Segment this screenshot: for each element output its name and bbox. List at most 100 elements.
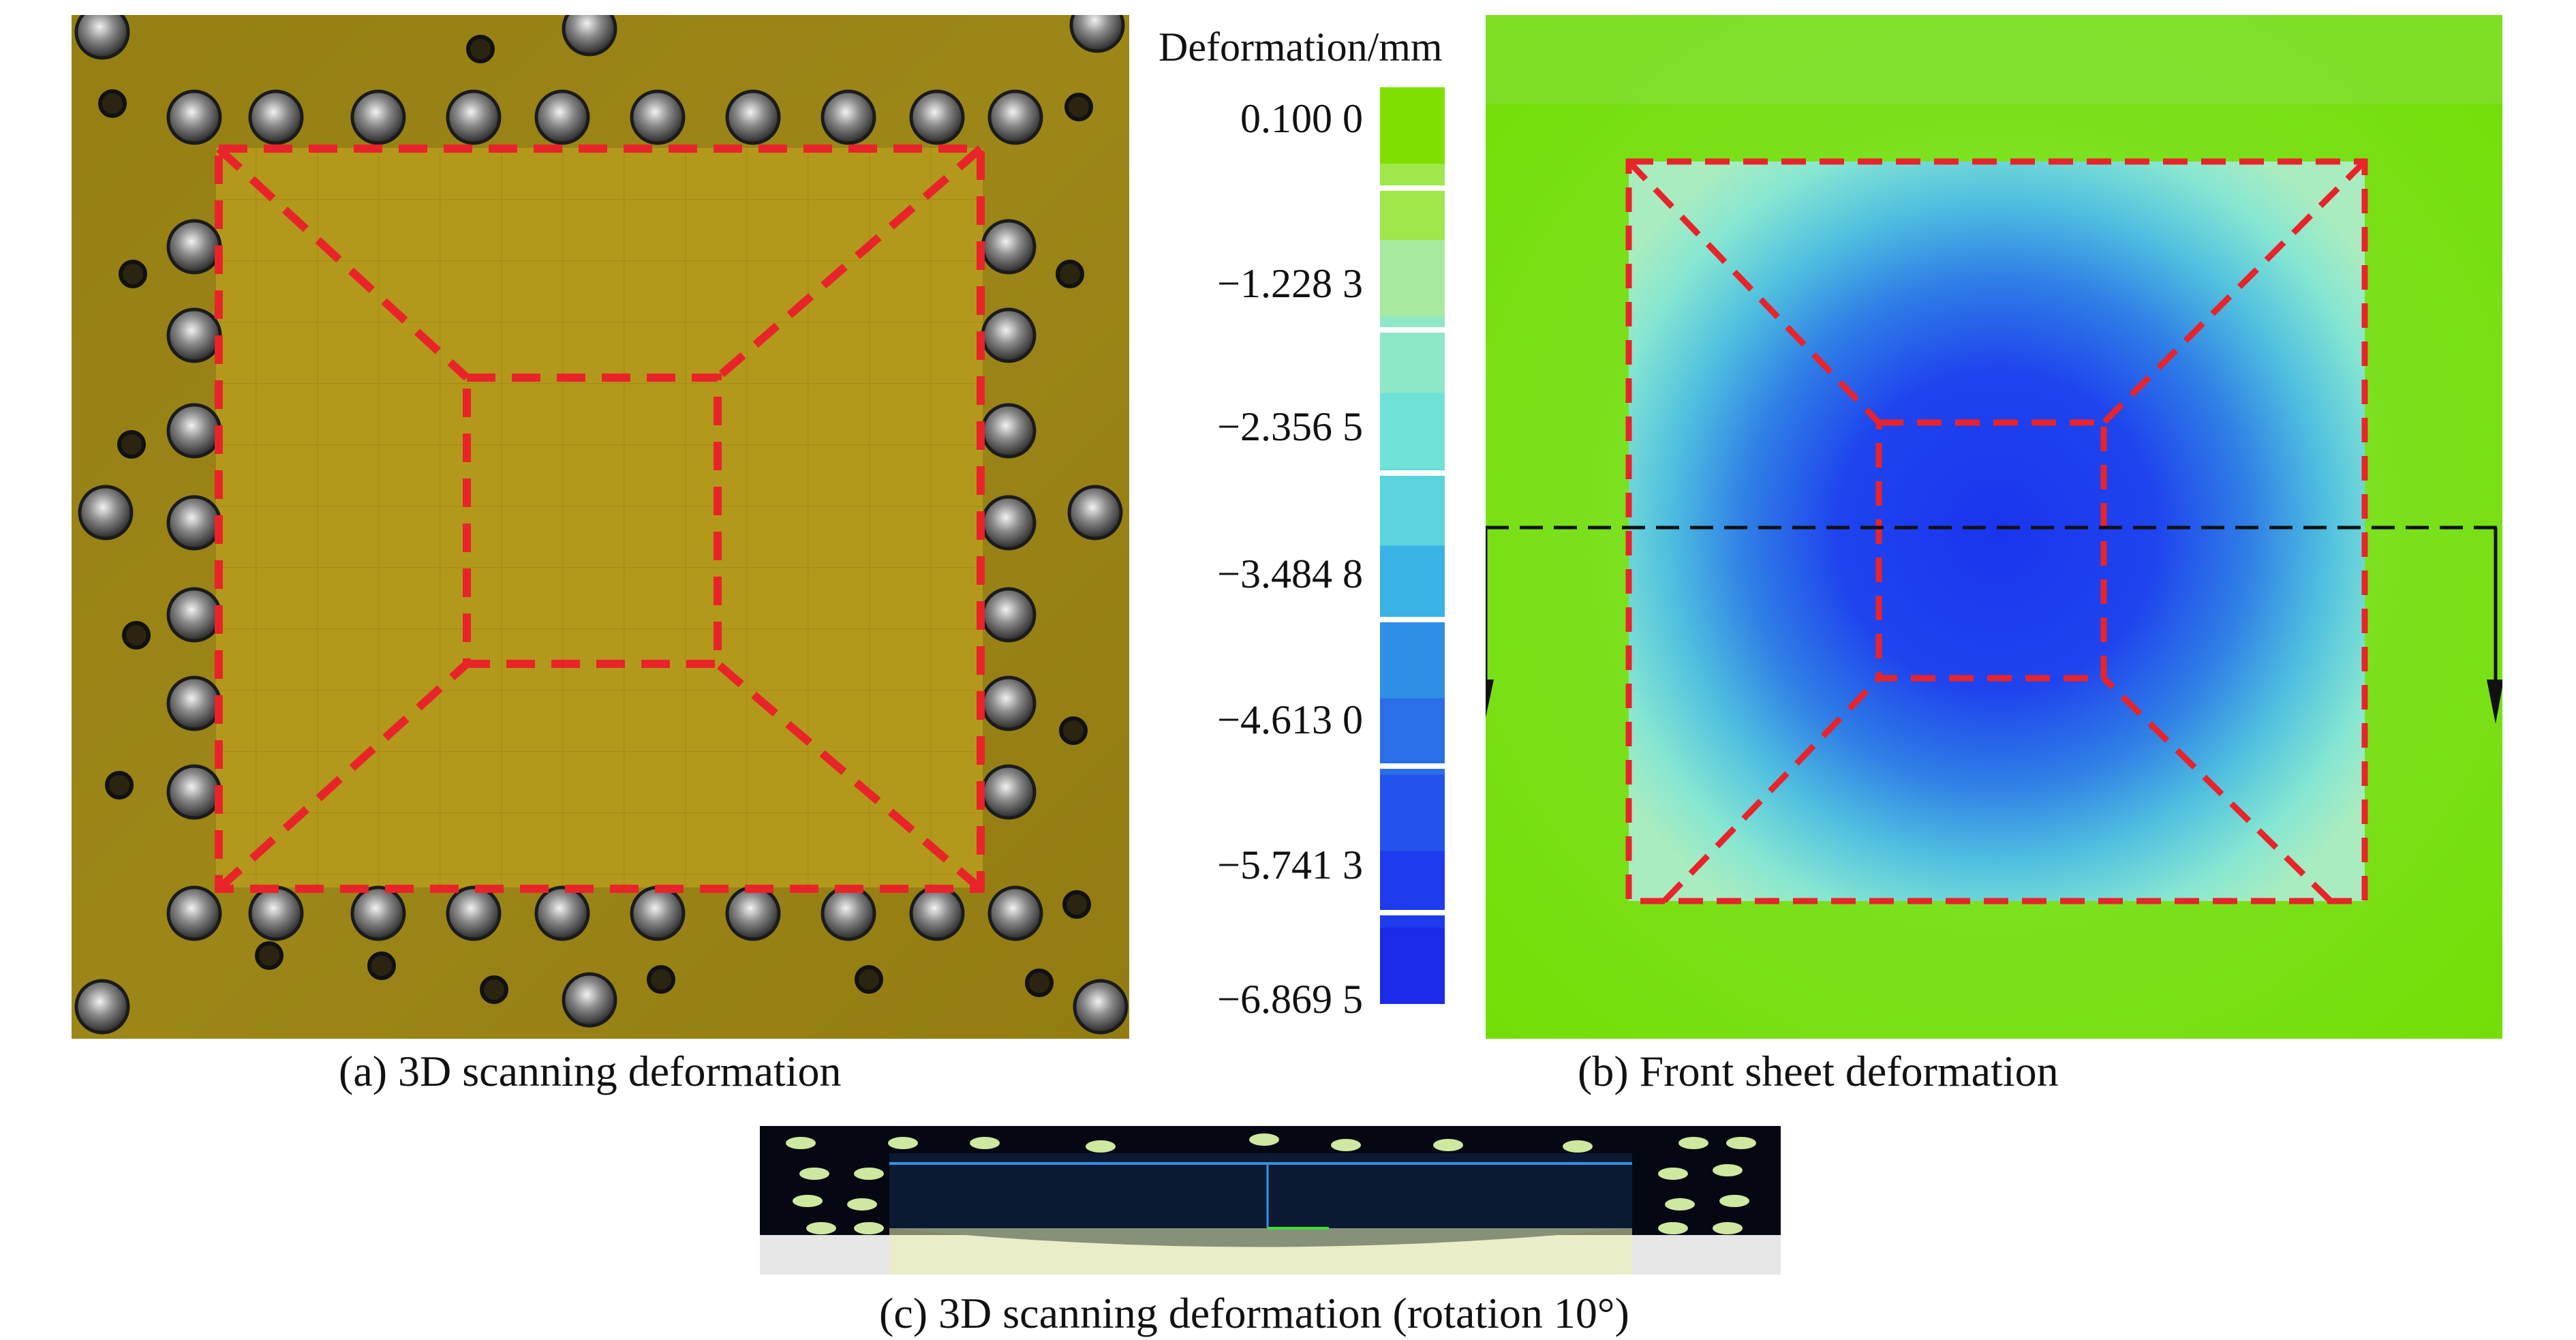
- colorbar-tick: [1380, 327, 1445, 333]
- bolt-icon: [166, 219, 222, 275]
- marker-dot: [1658, 1222, 1688, 1234]
- marker-dot: [786, 1137, 816, 1149]
- bolt-icon: [981, 675, 1037, 731]
- marker-dot: [1713, 1222, 1743, 1234]
- bolt-icon: [166, 307, 222, 363]
- bolt-icon: [74, 979, 130, 1035]
- bolt-holes: [74, 15, 1129, 1035]
- colorbar-band: [1380, 240, 1445, 318]
- bolt-icon: [725, 89, 781, 145]
- bolt-icon: [166, 885, 222, 941]
- bolt-icon: [1073, 979, 1129, 1035]
- marker-dot: [799, 1168, 829, 1180]
- bolt-icon: [166, 764, 222, 820]
- hole-icon: [1059, 716, 1088, 745]
- marker-dot: [1665, 1198, 1695, 1210]
- bolt-icon: [909, 89, 965, 145]
- hole-icon: [855, 965, 883, 994]
- colorbar-label-4: −4.613 0: [1217, 697, 1363, 742]
- bolt-icon: [630, 89, 686, 145]
- rotated-scan-image: [760, 1126, 1781, 1275]
- colorbar-band: [1380, 622, 1445, 699]
- bolt-icon: [248, 885, 304, 941]
- colorbar-tick: [1380, 910, 1445, 915]
- front-sheet-contour: [1486, 15, 2502, 1039]
- colorbar-band: [1380, 774, 1445, 852]
- hole-icon: [255, 941, 283, 970]
- photo-panel-a: [72, 15, 1129, 1039]
- bolt-icon: [166, 675, 222, 731]
- bolt-icon: [987, 89, 1043, 145]
- bolt-icon: [981, 764, 1037, 820]
- marker-dots: [786, 1133, 1756, 1234]
- colorbar-band: [1380, 393, 1445, 470]
- marker-dot: [854, 1222, 884, 1234]
- marker-dot: [1713, 1164, 1743, 1176]
- colorbar-tick: [1380, 763, 1445, 769]
- hole-icon: [367, 951, 396, 980]
- bolt-icon: [821, 89, 876, 145]
- marker-dot: [793, 1195, 823, 1207]
- marker-dot: [1086, 1140, 1116, 1153]
- colorbar: [1380, 87, 1445, 1004]
- bolt-icon: [981, 307, 1037, 363]
- deformation-outline-b: [1625, 158, 2368, 904]
- marker-dot: [888, 1137, 918, 1149]
- bolt-icon: [446, 89, 502, 145]
- caption-a: (a) 3D scanning deformation: [339, 1047, 842, 1095]
- marker-dot: [1658, 1168, 1688, 1180]
- bolt-icon: [534, 885, 590, 941]
- colorbar-label-5: −5.741 3: [1217, 842, 1363, 887]
- hole-icon: [105, 771, 134, 800]
- caption-b: (b) Front sheet deformation: [1578, 1047, 2059, 1095]
- hole-icon: [1056, 260, 1084, 288]
- bolt-icon: [1067, 485, 1123, 540]
- bolt-icon: [987, 885, 1043, 941]
- colorbar-label-6: −6.869 5: [1217, 977, 1363, 1022]
- photo-panel-c: [760, 1126, 1781, 1275]
- colorbar-band: [1380, 469, 1445, 547]
- colorbar-label-1: −1.228 3: [1217, 261, 1363, 306]
- bolt-icon: [350, 89, 406, 145]
- colorbar-band: [1380, 851, 1445, 928]
- hole-icon: [117, 430, 146, 459]
- bolt-icon: [534, 89, 590, 145]
- bolt-icon: [909, 885, 965, 941]
- bolt-icon: [981, 219, 1037, 275]
- colorbar-scale: [1380, 87, 1445, 1004]
- bolt-icon: [981, 587, 1037, 643]
- colorbar-tick: [1380, 470, 1445, 476]
- colorbar-title: Deformation/mm: [1159, 25, 1443, 70]
- marker-dot: [1331, 1139, 1361, 1151]
- bolt-icon: [1069, 15, 1125, 53]
- colorbar-band: [1380, 927, 1445, 1004]
- bolt-icon: [821, 885, 876, 941]
- scanned-plate-photo: [72, 15, 1129, 1039]
- colorbar-labels: 0.100 0 −1.228 3 −2.356 5 −3.484 8 −4.61…: [1159, 0, 1363, 1022]
- deformation-outline-a: [215, 144, 985, 893]
- marker-dot: [1249, 1133, 1279, 1146]
- marker-dot: [1563, 1140, 1593, 1153]
- marker-dot: [847, 1198, 877, 1210]
- colorbar-band: [1380, 545, 1445, 623]
- bolt-icon: [446, 885, 502, 941]
- bolt-icon: [78, 485, 134, 540]
- hole-icon: [480, 975, 508, 1004]
- hole-icon: [647, 965, 675, 994]
- marker-dot: [806, 1222, 836, 1234]
- contour-panel-b: [1486, 15, 2502, 1039]
- bolt-icon: [166, 403, 222, 459]
- hole-icon: [1062, 890, 1091, 919]
- colorbar-band: [1380, 164, 1445, 241]
- bolt-icon: [562, 15, 617, 57]
- hole-icon: [119, 260, 147, 288]
- marker-dot: [970, 1137, 1000, 1149]
- colorbar-label-3: −3.484 8: [1217, 551, 1363, 596]
- bolt-icon: [74, 15, 130, 60]
- hole-icon: [98, 89, 127, 118]
- colorbar-tick: [1380, 185, 1445, 191]
- marker-dot: [1719, 1195, 1749, 1207]
- bolt-icon: [562, 972, 617, 1028]
- colorbar-band: [1380, 87, 1445, 165]
- section-arrow-right: [2487, 680, 2502, 724]
